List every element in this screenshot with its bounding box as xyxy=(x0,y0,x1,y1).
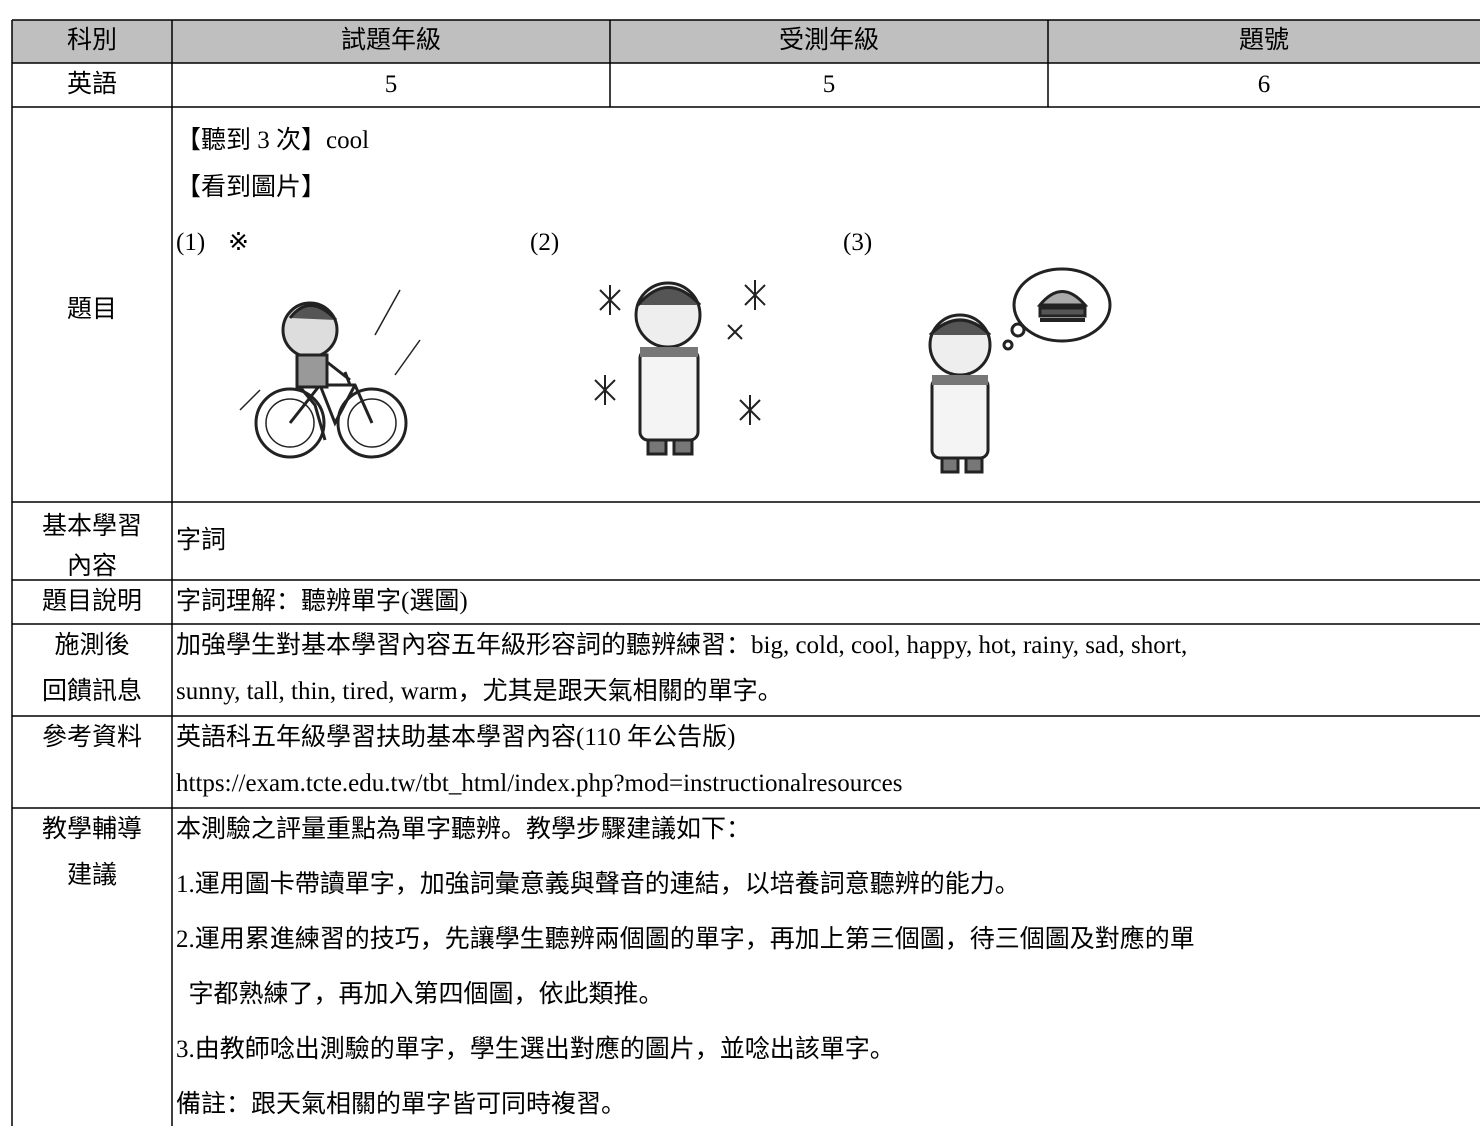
section-content: 2.運用累進練習的技巧，先讓學生聽辨兩個圖的單字，再加上第三個圖，待三個圖及對應… xyxy=(176,926,1195,953)
picture-burger xyxy=(928,267,1112,474)
question-line: 【聽到 3 次】cool xyxy=(176,127,370,154)
section-content: 加強學生對基本學習內容五年級形容詞的聽辨練習：big, cold, cool, … xyxy=(176,632,1188,659)
section-label: 回饋訊息 xyxy=(41,678,142,705)
row-cell: 6 xyxy=(1257,71,1271,98)
header-cell: 受測年級 xyxy=(778,27,879,54)
question-line: 【看到圖片】 xyxy=(176,174,327,201)
header-cell: 試題年級 xyxy=(340,27,441,54)
row-cell: 英語 xyxy=(66,71,117,98)
section-content: 備註：跟天氣相關的單字皆可同時複習。 xyxy=(176,1091,627,1118)
question-label: 題目 xyxy=(66,296,117,323)
row-cell: 5 xyxy=(822,71,836,98)
section-content: 英語科五年級學習扶助基本學習內容(110 年公告版) xyxy=(176,724,736,751)
section-label: 參考資料 xyxy=(41,724,142,751)
option-label: (3) xyxy=(843,229,873,256)
section-content: sunny, tall, thin, tired, warm，尤其是跟天氣相關的… xyxy=(176,678,783,705)
grid-lines xyxy=(11,19,1480,1126)
section-label: 施測後 xyxy=(54,632,130,659)
section-content: 1.運用圖卡帶讀單字，加強詞彙意義與聲音的連結，以培養詞意聽辨的能力。 xyxy=(176,871,1020,898)
header-cell: 科別 xyxy=(66,27,117,54)
section-content: 本測驗之評量重點為單字聽辨。教學步驟建議如下： xyxy=(176,816,752,843)
section-content: 字都熟練了，再加入第四個圖，依此類推。 xyxy=(176,981,664,1008)
section-label: 內容 xyxy=(66,553,117,580)
header-cell: 題號 xyxy=(1238,27,1289,54)
row-cell: 5 xyxy=(384,71,398,98)
section-label: 基本學習 xyxy=(41,513,142,540)
option-label: (1) xyxy=(176,229,206,256)
section-label: 建議 xyxy=(66,862,117,889)
option-label: (2) xyxy=(530,229,560,256)
section-content: https://exam.tcte.edu.tw/tbt_html/index.… xyxy=(176,770,903,797)
picture-bicycle xyxy=(239,289,421,459)
option-mark: ※ xyxy=(228,229,249,256)
section-content: 字詞 xyxy=(176,527,227,554)
section-content: 3.由教師唸出測驗的單字，學生選出對應的圖片，並唸出該單字。 xyxy=(176,1036,895,1063)
section-label: 題目說明 xyxy=(41,588,142,615)
section-label: 教學輔導 xyxy=(41,816,142,843)
section-content: 字詞理解：聽辨單字(選圖) xyxy=(176,588,468,615)
header-bg xyxy=(12,20,1480,63)
picture-cold xyxy=(594,280,766,456)
